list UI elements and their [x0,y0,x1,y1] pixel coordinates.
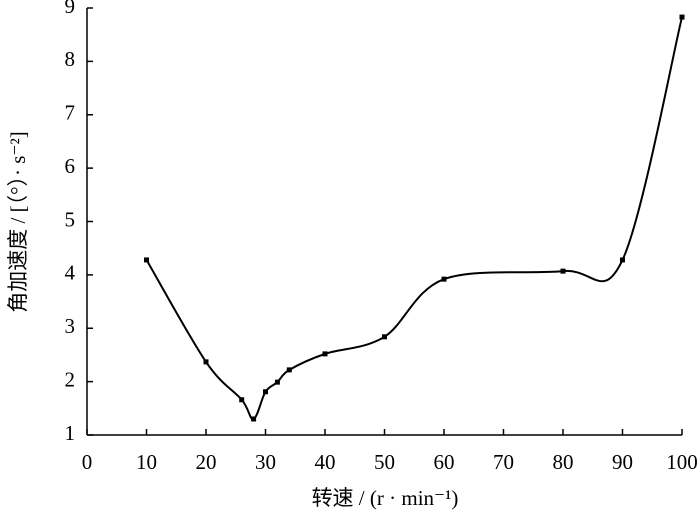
y-tick-label: 3 [65,314,76,338]
marker [620,257,625,263]
x-tick-label: 50 [374,450,395,474]
x-tick-label: 0 [82,450,93,474]
marker [382,334,387,340]
y-tick-label: 9 [65,0,76,18]
x-tick-label: 10 [136,450,157,474]
x-tick-label: 90 [612,450,633,474]
x-tick-label: 60 [434,450,455,474]
marker [239,397,245,403]
marker [441,276,447,282]
y-tick-label: 5 [65,207,76,231]
x-tick-label: 30 [255,450,276,474]
x-tick-label: 100 [666,450,698,474]
line [145,16,683,420]
marker [203,359,209,365]
marker [274,379,280,385]
marker [679,14,685,20]
y-tick-label: 4 [65,261,76,285]
marker [560,268,566,274]
marker [144,257,149,263]
x-tick-label: 70 [493,450,514,474]
x-tick-label: 80 [553,450,574,474]
marker [322,351,328,357]
x-tick-label: 40 [315,450,336,474]
x-tick-label: 20 [196,450,217,474]
marker [251,416,257,422]
y-axis-label: 角加速度 / [（°）· s⁻²] [6,131,30,313]
y-tick-label: 1 [65,421,76,445]
y-tick-label: 7 [65,101,76,125]
y-tick-label: 6 [65,154,76,178]
marker [263,389,268,395]
x-axis-label: 转速 / (r · min⁻¹) [312,486,459,510]
marker [286,367,292,373]
y-tick-label: 2 [65,367,76,391]
y-tick-label: 8 [65,47,76,71]
